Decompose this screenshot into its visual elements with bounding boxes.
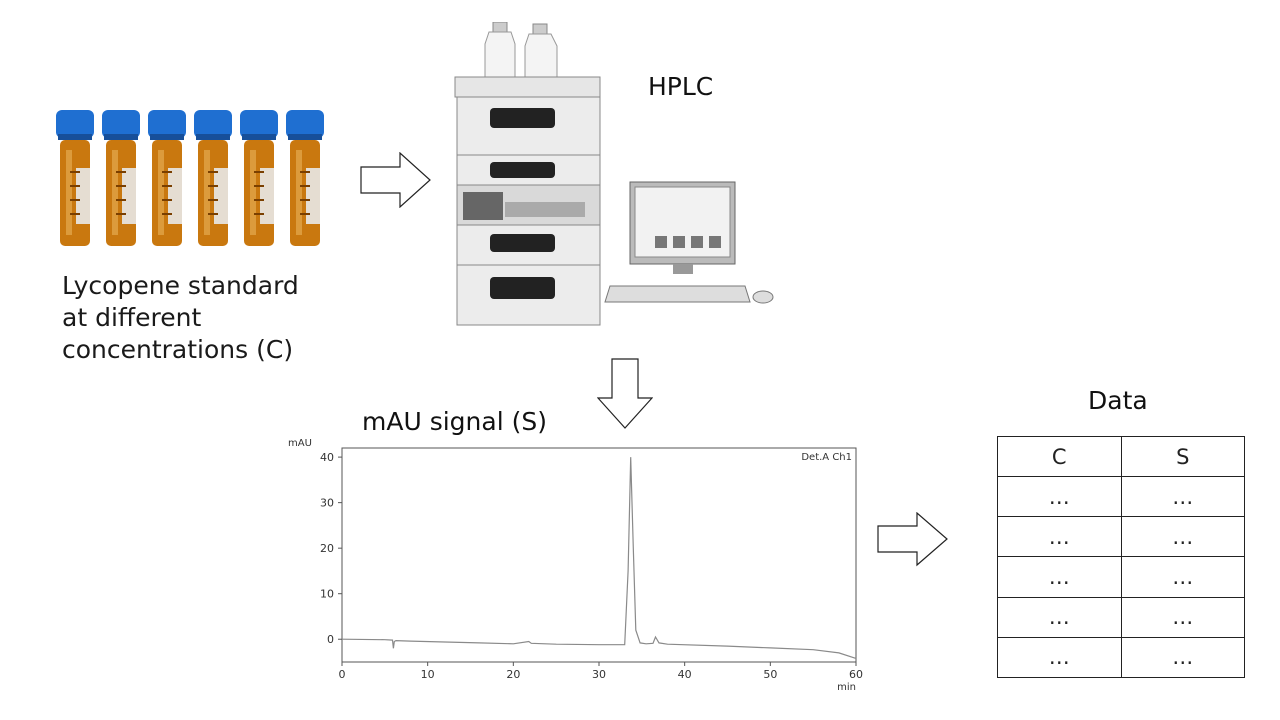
cell-c: … <box>997 476 1122 518</box>
vial-icon <box>102 110 140 246</box>
table-row: … … <box>997 516 1245 558</box>
arrow-down-icon <box>597 358 653 429</box>
vials-caption: Lycopene standard at different concentra… <box>62 270 299 366</box>
x-tick-label: 40 <box>678 668 692 681</box>
hplc-instrument-image <box>454 22 774 326</box>
header-c: C <box>997 435 1122 478</box>
vials-caption-line: at different <box>62 303 202 332</box>
cell-s: … <box>1120 476 1245 518</box>
x-axis-label: min <box>837 682 856 693</box>
vial-icon <box>56 110 94 246</box>
cell-s: … <box>1120 596 1245 638</box>
data-table: C S … … … … … … … … … … <box>997 435 1245 679</box>
cell-s: … <box>1120 516 1245 558</box>
vial-icon <box>286 110 324 246</box>
table-row: … … <box>997 556 1245 598</box>
vial-icon <box>194 110 232 246</box>
data-title: Data <box>1088 386 1148 415</box>
legend-label: Det.A Ch1 <box>801 452 852 463</box>
vial-icon <box>148 110 186 246</box>
vials-caption-line: concentrations (C) <box>62 335 294 364</box>
cell-c: … <box>997 636 1122 679</box>
x-tick-label: 0 <box>339 668 346 681</box>
table-row: … … <box>997 636 1245 679</box>
vials-caption-line: Lycopene standard <box>62 271 299 300</box>
solvent-bottle-icon <box>484 22 516 78</box>
signal-title: mAU signal (S) <box>362 407 547 436</box>
arrow-right-icon <box>360 152 431 208</box>
x-tick-label: 10 <box>421 668 435 681</box>
y-tick-label: 40 <box>320 451 334 464</box>
signal-trace <box>341 457 857 659</box>
cell-c: … <box>997 556 1122 598</box>
cell-s: … <box>1120 636 1245 679</box>
chromatogram-chart: 0 10 20 30 40 50 60 0 10 20 30 40 mAU min Det.A Ch1 <box>288 438 863 693</box>
y-tick-label: 30 <box>320 497 334 510</box>
header-s: S <box>1120 435 1245 478</box>
x-tick-label: 30 <box>592 668 606 681</box>
x-tick-label: 20 <box>506 668 520 681</box>
plot-frame <box>341 447 857 663</box>
x-tick-label: 50 <box>763 668 777 681</box>
lycopene-vials-image <box>56 110 324 246</box>
cell-s: … <box>1120 556 1245 598</box>
hplc-label: HPLC <box>648 72 714 101</box>
y-axis-label: mAU <box>288 438 312 449</box>
y-tick-label: 20 <box>320 542 334 555</box>
table-header-row: C S <box>997 435 1245 478</box>
solvent-bottle-icon <box>524 23 558 78</box>
arrow-right-icon <box>877 512 948 567</box>
cell-c: … <box>997 516 1122 558</box>
x-tick-label: 60 <box>849 668 863 681</box>
y-tick-label: 0 <box>327 633 334 646</box>
cell-c: … <box>997 596 1122 638</box>
vial-icon <box>240 110 278 246</box>
table-row: … … <box>997 476 1245 518</box>
y-tick-label: 10 <box>320 588 334 601</box>
table-row: … … <box>997 596 1245 638</box>
